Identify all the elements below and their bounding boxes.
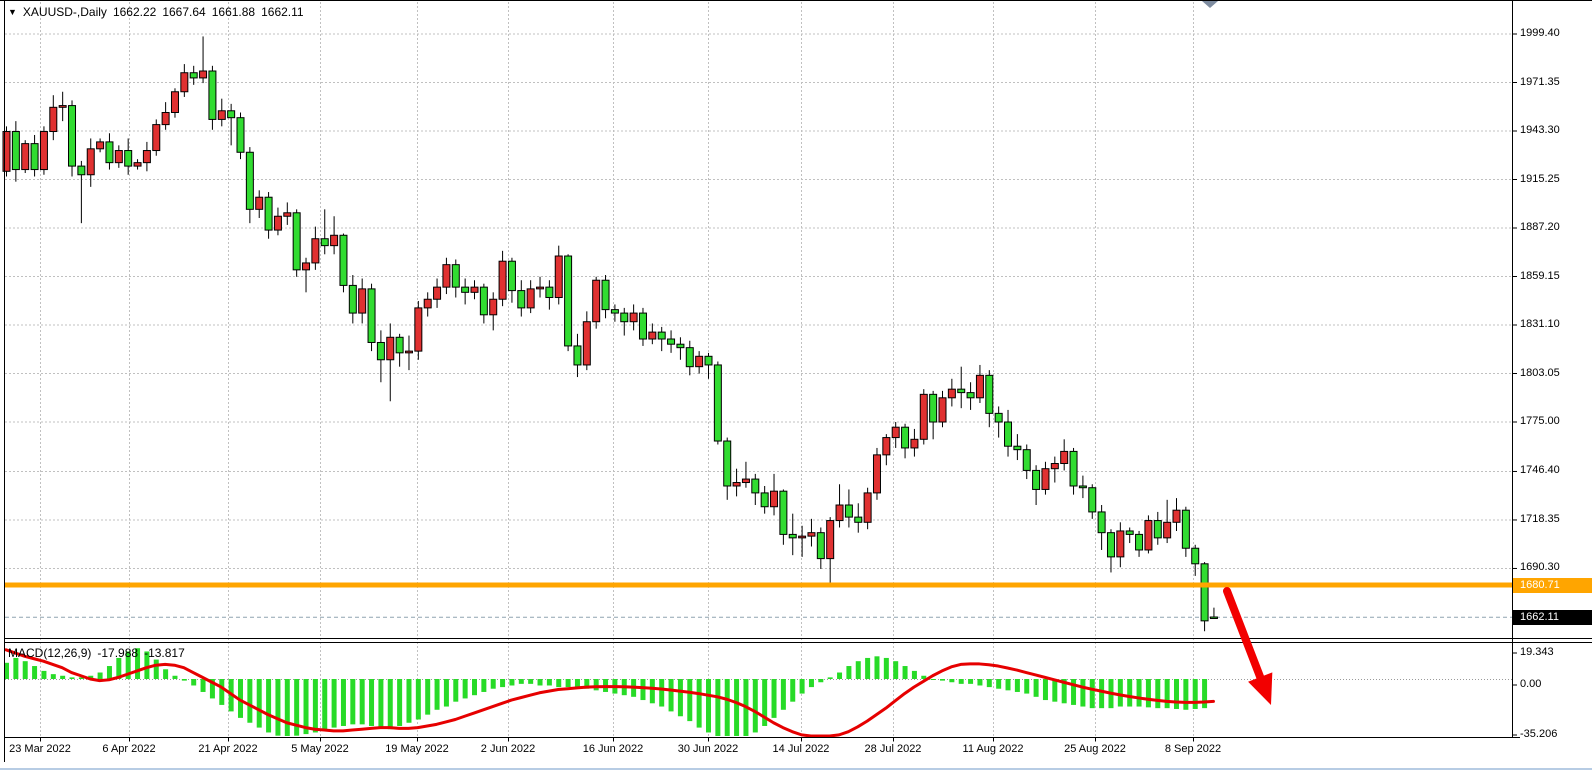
date-axis-label: 14 Jul 2022: [772, 743, 830, 755]
date-axis-label: 21 Apr 2022: [198, 743, 258, 755]
macd-name: MACD(12,26,9): [8, 646, 92, 660]
date-axis-label: 6 Apr 2022: [102, 743, 156, 755]
price-axis-label: 1775.00: [1520, 415, 1560, 427]
macd-axis-label: -35.206: [1520, 728, 1558, 740]
orange-level-badge: 1680.71: [1513, 578, 1592, 594]
price-axis-label: 1887.20: [1520, 221, 1560, 233]
date-axis-label: 28 Jul 2022: [864, 743, 922, 755]
price-axis-label: 1831.10: [1520, 318, 1560, 330]
date-axis-label: 11 Aug 2022: [962, 743, 1024, 755]
macd-axis-label: 0.00: [1520, 678, 1542, 690]
macd-signal-value: -13.817: [144, 646, 185, 660]
scroll-to-end-icon[interactable]: [1202, 1, 1218, 8]
date-axis-label: 2 Jun 2022: [480, 743, 536, 755]
price-axis-label: 1999.40: [1520, 27, 1560, 39]
macd-indicator-label: MACD(12,26,9) -17.988 -13.817: [8, 646, 185, 660]
candles-layer: [2, 36, 1218, 632]
ohlc-close: 1662.11: [261, 5, 304, 19]
ohlc-low: 1661.88: [211, 5, 256, 19]
date-axis-label: 8 Sep 2022: [1164, 743, 1222, 755]
price-axis-label: 1746.40: [1520, 464, 1560, 477]
date-axis-label: 30 Jun 2022: [677, 743, 739, 755]
price-axis-label: 1943.30: [1520, 124, 1560, 136]
symbol-period-label: XAUUSD-,Daily: [22, 5, 107, 19]
date-axis-label: 5 May 2022: [291, 743, 349, 755]
price-axis-label: 1690.30: [1520, 561, 1560, 574]
current-price-badge: 1662.11: [1513, 610, 1592, 626]
symbol-dropdown-icon[interactable]: ▼: [8, 7, 17, 17]
price-axis-label: 1971.35: [1520, 75, 1560, 88]
grid-lines: [5, 2, 1512, 738]
ohlc-high: 1667.64: [162, 5, 206, 19]
chart-header: ▼ XAUUSD-,Daily 1662.22 1667.64 1661.88 …: [8, 5, 304, 19]
price-axis-label: 1859.15: [1520, 269, 1560, 282]
macd-axis-label: 19.343: [1520, 646, 1554, 658]
date-axis-label: 16 Jun 2022: [582, 743, 644, 755]
macd-histogram: [4, 648, 1208, 736]
ohlc-open: 1662.22: [112, 5, 157, 19]
macd-main-value: -17.988: [97, 646, 139, 660]
price-axis-label: 1803.05: [1520, 366, 1560, 379]
down-arrow-annotation: [1223, 587, 1273, 705]
date-axis-label: 23 Mar 2022: [9, 743, 71, 755]
date-axis-label: 25 Aug 2022: [1064, 743, 1126, 755]
window-bottom-edge: [0, 768, 1592, 770]
price-axis-label: 1915.25: [1520, 172, 1560, 185]
price-axis-label: 1718.35: [1520, 512, 1560, 525]
macd-signal-line: [4, 648, 1215, 738]
date-axis-label: 19 May 2022: [385, 743, 449, 755]
